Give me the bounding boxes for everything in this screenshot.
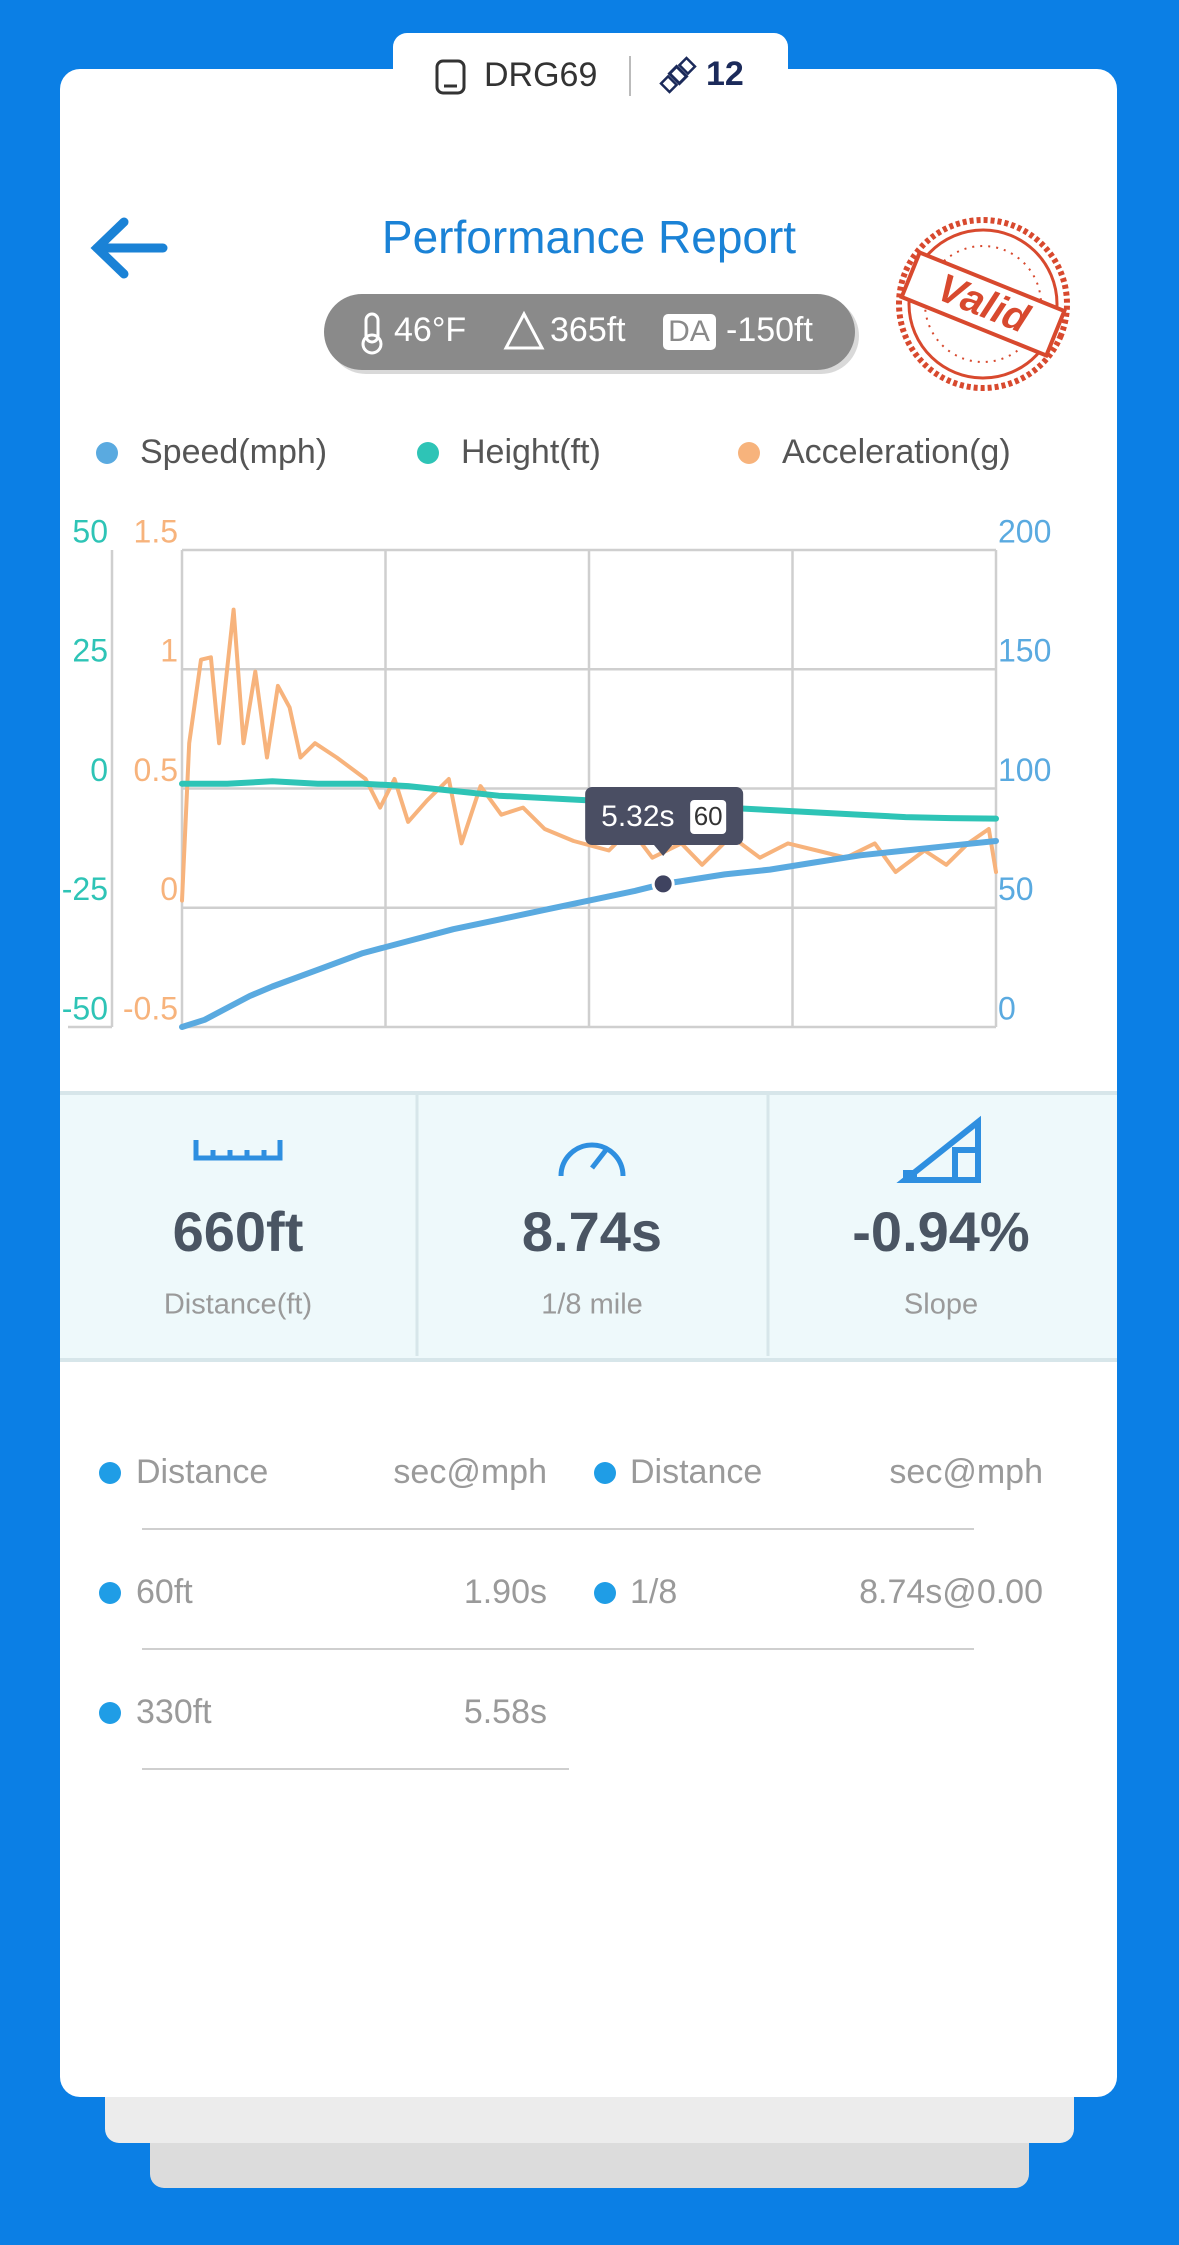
y-tick-label: 0 [998,990,1016,1026]
legend-dot [96,442,118,464]
bullet [594,1462,616,1484]
stats: 660ft Distance(ft) 8.74s 1/8 mile -0.94% Slop… [164,1200,1030,1321]
bullet [99,1702,121,1724]
y-tick-label: 1 [160,633,178,669]
split-value: sec@mph [393,1453,547,1491]
count: 12 [706,55,744,93]
page-title: Performance Report [382,211,796,263]
stat-label: Distance(ft) [164,1289,312,1321]
legend-dot [417,442,439,464]
thermometer-icon [361,312,383,355]
y-tick-label: -50 [62,990,108,1026]
legend-label: Speed(mph) [140,433,327,471]
y-tick-label: -25 [62,871,108,907]
tooltip-value: 60 [694,801,723,831]
bullet [99,1582,121,1604]
da-badge [663,314,716,350]
mountain-icon [503,310,545,350]
legend-label: Height(ft) [461,433,601,471]
temperature: 46°F [394,311,466,349]
tooltip-time: 5.32s [601,800,674,833]
chart: Speed(mph) Height(ft) Acceleration(g)05010… [62,433,1051,1030]
y-tick-label: 200 [998,513,1051,549]
y-tick-label: 25 [72,633,108,669]
gauge-icon [558,1142,626,1177]
ruler-icon [193,1140,283,1161]
device-pill[interactable] [393,33,788,115]
y-tick-label: 50 [998,871,1034,907]
legend-label: Acceleration(g) [782,433,1011,471]
split-value: 5.58s [464,1693,547,1731]
da-label: DA [668,315,710,348]
slope-icon-base [903,1170,917,1182]
device-name: DRG69 [484,56,597,94]
slope-icon [896,1115,981,1183]
stat-label: Slope [904,1289,978,1321]
altitude: 365ft [550,311,626,349]
split-name: 1/8 [630,1573,677,1611]
stat-value: 8.74s [522,1200,662,1263]
y-tick-label: 0.5 [134,752,178,788]
stat-value: -0.94% [852,1200,1029,1263]
device-icon [435,59,466,95]
y-tick-label: 1.5 [134,513,178,549]
splits-table: Distance sec@mph Distance sec@mph 60ft 1.90s 1… [99,1453,1043,1770]
conditions-pill [324,294,855,370]
stat-label: 1/8 mile [541,1289,643,1321]
y-tick-label: 0 [90,752,108,788]
split-value: sec@mph [889,1453,1043,1491]
split-name: 60ft [136,1573,193,1611]
tooltip-pointer [653,844,674,856]
series-line [179,838,999,1030]
stat-value: 660ft [173,1200,304,1263]
satellite-icon [659,56,697,94]
split-name: Distance [136,1453,268,1491]
density-altitude: -150ft [726,311,813,349]
y-tick-label: 0 [160,871,178,907]
tooltip-point [651,872,675,896]
legend-dot [738,442,760,464]
tooltip-value-box [690,800,727,834]
split-value: 8.74s@0.00 [859,1573,1043,1611]
split-value: 1.90s [464,1573,547,1611]
back-button[interactable] [90,217,168,279]
y-tick-label: -0.5 [123,990,178,1026]
y-tick-label: 50 [72,513,108,549]
y-tick-label: 150 [998,633,1051,669]
split-name: Distance [630,1453,762,1491]
split-name: 330ft [136,1693,212,1731]
bullet [99,1462,121,1484]
main-card [60,69,1117,2097]
stats-panel [60,1092,1117,1361]
y-tick-label: 100 [998,752,1051,788]
bullet [594,1582,616,1604]
